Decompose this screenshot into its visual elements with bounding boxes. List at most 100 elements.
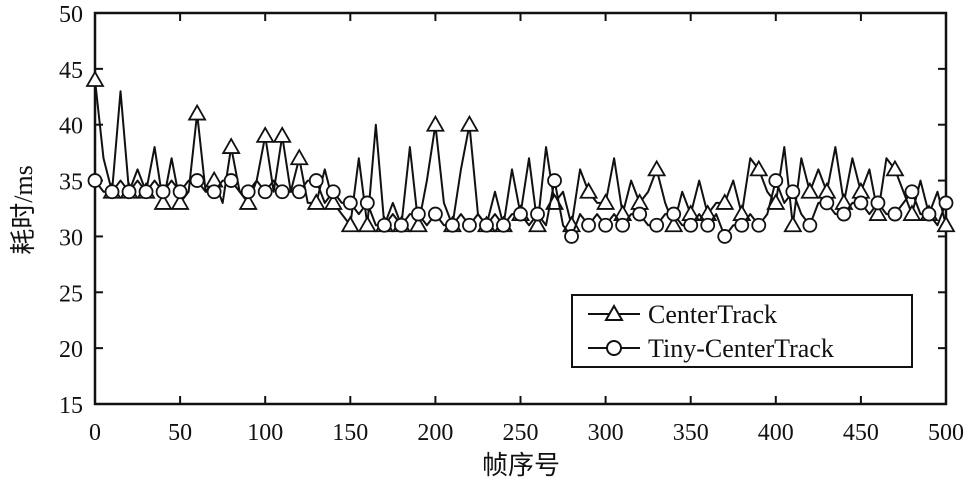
circle-marker bbox=[870, 195, 886, 211]
circle-marker bbox=[615, 217, 631, 233]
series-tiny-centertrack bbox=[87, 173, 954, 244]
circle-marker bbox=[155, 184, 171, 200]
circle-marker bbox=[632, 206, 648, 222]
triangle-marker bbox=[596, 193, 616, 210]
triangle-marker bbox=[323, 193, 343, 210]
circle-marker bbox=[751, 217, 767, 233]
triangle-marker bbox=[187, 103, 207, 121]
triangle-marker bbox=[306, 193, 326, 210]
triangle-marker bbox=[647, 159, 667, 177]
triangle-marker bbox=[272, 126, 292, 143]
triangle-marker bbox=[936, 215, 956, 233]
legend-triangle-icon bbox=[604, 303, 624, 321]
y-tick-label: 40 bbox=[59, 114, 83, 140]
legend-box bbox=[571, 294, 913, 368]
circle-marker bbox=[683, 217, 699, 233]
circle-marker bbox=[291, 184, 307, 200]
circle-marker bbox=[802, 217, 818, 233]
circle-marker bbox=[836, 206, 852, 222]
triangle-marker bbox=[902, 204, 922, 221]
circle-marker bbox=[274, 184, 290, 200]
circle-marker bbox=[104, 184, 120, 200]
x-tick-label: 100 bbox=[247, 420, 283, 446]
circle-marker bbox=[445, 217, 460, 233]
circle-marker bbox=[87, 173, 103, 188]
circle-marker bbox=[427, 206, 443, 222]
triangle-marker bbox=[715, 193, 735, 210]
y-axis-label: 耗时/ms bbox=[9, 165, 38, 255]
circle-marker bbox=[564, 229, 579, 244]
triangle-marker bbox=[255, 126, 275, 143]
x-tick-label: 300 bbox=[588, 420, 624, 446]
x-tick-label: 200 bbox=[417, 420, 453, 446]
circle-marker bbox=[359, 195, 375, 211]
circle-marker bbox=[904, 184, 920, 200]
circle-marker bbox=[462, 217, 477, 233]
circle-marker bbox=[530, 206, 545, 222]
legend-label-tiny-centertrack: Tiny-CenterTrack bbox=[648, 334, 834, 363]
triangle-marker bbox=[459, 114, 479, 132]
x-tick-label: 50 bbox=[168, 420, 192, 446]
triangle-marker bbox=[153, 193, 173, 210]
y-tick-label: 30 bbox=[59, 225, 83, 251]
circle-marker bbox=[393, 217, 409, 233]
circle-marker bbox=[598, 217, 613, 233]
y-tick-label: 15 bbox=[59, 393, 83, 419]
triangle-marker bbox=[425, 114, 445, 132]
circle-marker bbox=[785, 184, 801, 200]
circle-marker bbox=[240, 184, 256, 200]
triangle-marker bbox=[885, 159, 905, 177]
triangle-marker bbox=[527, 215, 548, 233]
circle-marker bbox=[581, 217, 596, 233]
legend-circle-icon bbox=[606, 340, 622, 356]
circle-marker bbox=[206, 184, 222, 200]
triangle-marker bbox=[868, 204, 888, 221]
circle-marker bbox=[887, 206, 903, 222]
triangle-marker bbox=[238, 193, 258, 210]
circle-marker bbox=[700, 217, 716, 233]
circle-marker bbox=[768, 173, 784, 188]
circle-marker bbox=[819, 195, 835, 211]
circle-marker bbox=[121, 184, 137, 200]
circle-marker bbox=[547, 173, 562, 188]
circle-marker bbox=[257, 184, 273, 200]
x-tick-label: 150 bbox=[332, 420, 368, 446]
triangle-marker bbox=[221, 137, 241, 154]
circle-marker bbox=[138, 184, 154, 200]
circle-marker bbox=[479, 217, 494, 233]
circle-marker bbox=[513, 206, 528, 222]
triangle-marker bbox=[579, 181, 599, 199]
triangle-marker bbox=[408, 215, 428, 233]
legend: CenterTrack Tiny-CenterTrack bbox=[571, 294, 913, 368]
y-tick-label: 50 bbox=[59, 2, 83, 28]
circle-marker bbox=[853, 195, 869, 211]
triangle-marker bbox=[749, 159, 769, 177]
triangle-marker bbox=[664, 215, 684, 233]
circle-marker bbox=[734, 217, 750, 233]
x-tick-label: 0 bbox=[89, 420, 101, 446]
x-tick-label: 250 bbox=[503, 420, 539, 446]
circle-marker bbox=[325, 184, 341, 200]
circle-marker bbox=[410, 206, 426, 222]
circle-marker bbox=[717, 229, 733, 244]
triangle-marker bbox=[340, 215, 360, 233]
x-tick-label: 400 bbox=[758, 420, 794, 446]
triangle-marker bbox=[766, 193, 786, 210]
legend-label-centertrack: CenterTrack bbox=[648, 300, 777, 329]
triangle-marker bbox=[170, 193, 190, 210]
y-tick-label: 20 bbox=[59, 337, 83, 363]
circle-marker bbox=[666, 206, 682, 222]
y-tick-label: 25 bbox=[59, 281, 83, 307]
circle-marker bbox=[496, 217, 511, 233]
x-axis-label: 帧序号 bbox=[482, 451, 560, 480]
triangle-marker bbox=[357, 215, 377, 233]
triangle-marker bbox=[783, 215, 803, 233]
triangle-marker bbox=[800, 181, 820, 199]
circle-marker bbox=[342, 195, 358, 211]
x-tick-label: 500 bbox=[928, 420, 964, 446]
circle-marker bbox=[308, 173, 324, 188]
y-tick-label: 45 bbox=[59, 58, 83, 84]
y-tick-label: 35 bbox=[59, 170, 83, 196]
x-tick-label: 350 bbox=[673, 420, 709, 446]
circle-marker bbox=[189, 173, 205, 188]
